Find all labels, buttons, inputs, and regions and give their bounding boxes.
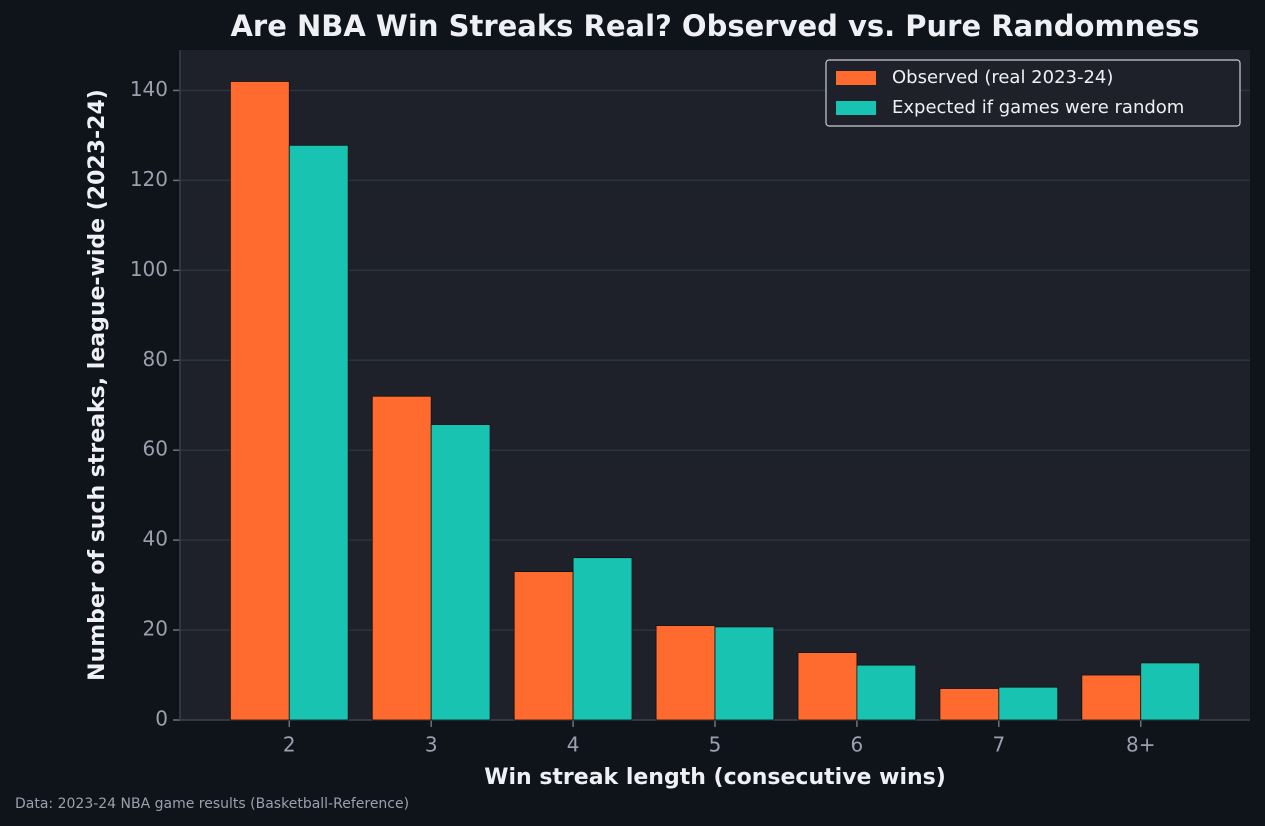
chart-title: Are NBA Win Streaks Real? Observed vs. P… — [230, 9, 1199, 43]
caption: Data: 2023-24 NBA game results (Basketba… — [15, 796, 409, 812]
bar — [1140, 662, 1201, 721]
y-tick-label: 60 — [143, 437, 168, 461]
legend-label: Observed (real 2023-24) — [892, 67, 1113, 88]
y-tick-label: 120 — [130, 167, 168, 191]
bar — [939, 688, 1000, 721]
bar — [856, 664, 917, 721]
x-tick-label: 8+ — [1126, 733, 1155, 757]
bar — [1081, 674, 1142, 721]
y-tick-label: 80 — [143, 347, 168, 371]
legend-swatch — [836, 71, 876, 85]
bar — [371, 395, 432, 721]
y-tick-label: 100 — [130, 257, 168, 281]
legend-label: Expected if games were random — [892, 97, 1184, 118]
x-tick-label: 2 — [283, 733, 296, 757]
y-tick-label: 20 — [143, 617, 168, 641]
x-tick-label: 5 — [709, 733, 722, 757]
y-tick-label: 0 — [155, 707, 168, 731]
bar — [655, 625, 716, 721]
x-tick-label: 7 — [992, 733, 1005, 757]
x-axis-label: Win streak length (consecutive wins) — [484, 765, 946, 790]
y-tick-label: 140 — [130, 77, 168, 101]
bar — [998, 686, 1059, 721]
y-tick-label: 40 — [143, 527, 168, 551]
bar — [572, 557, 633, 721]
bar — [430, 424, 491, 721]
x-tick-label: 6 — [851, 733, 864, 757]
x-tick-label: 4 — [567, 733, 580, 757]
plot-area — [180, 50, 1250, 720]
bar — [288, 144, 349, 721]
bar — [229, 81, 290, 721]
bar — [513, 571, 574, 721]
legend-swatch — [836, 101, 876, 115]
x-tick-label: 3 — [425, 733, 438, 757]
bar — [797, 652, 858, 721]
y-axis-label: Number of such streaks, league-wide (202… — [85, 89, 110, 681]
legend-box — [825, 59, 1241, 127]
bar — [714, 626, 775, 721]
